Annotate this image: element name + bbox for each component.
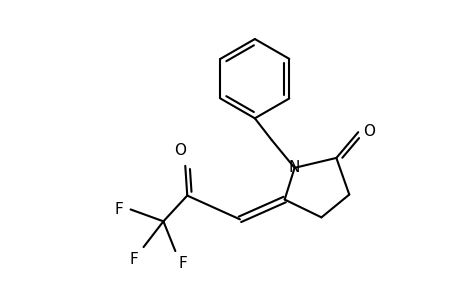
Text: N: N	[288, 160, 300, 175]
Text: F: F	[129, 252, 138, 267]
Text: F: F	[178, 256, 187, 271]
Text: F: F	[115, 202, 123, 217]
Text: O: O	[363, 124, 375, 139]
Text: O: O	[174, 143, 186, 158]
